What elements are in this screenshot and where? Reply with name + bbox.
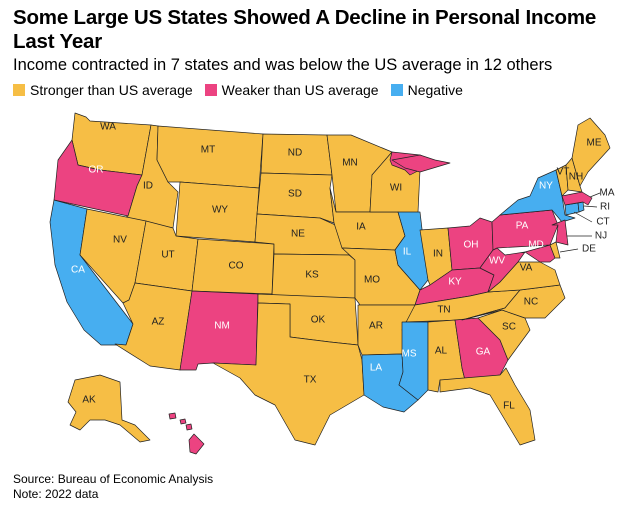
label-TN: TN xyxy=(437,305,450,316)
label-ME: ME xyxy=(587,138,602,149)
label-IN: IN xyxy=(433,249,443,260)
state-MT xyxy=(156,125,264,189)
label-CA: CA xyxy=(71,265,85,276)
label-NE: NE xyxy=(291,229,305,240)
label-WA: WA xyxy=(100,122,116,133)
label-MO: MO xyxy=(364,275,380,286)
legend-label-weaker: Weaker than US average xyxy=(221,82,379,98)
label-AZ: AZ xyxy=(152,317,165,328)
legend-swatch-negative xyxy=(390,84,403,96)
chart-title: Some Large US States Showed A Decline in… xyxy=(13,6,597,53)
legend-item-stronger: Stronger than US average xyxy=(13,82,193,98)
state-IL xyxy=(394,211,429,291)
label-TX: TX xyxy=(304,375,317,386)
label-MS: MS xyxy=(402,349,417,360)
label-WY: WY xyxy=(212,205,228,216)
label-MA: MA xyxy=(600,188,615,199)
label-ND: ND xyxy=(288,148,302,159)
label-WI: WI xyxy=(390,183,402,194)
label-NC: NC xyxy=(524,297,538,308)
label-IL: IL xyxy=(403,247,412,258)
label-AR: AR xyxy=(369,321,383,332)
data-note: Note: 2022 data xyxy=(13,487,99,501)
chart-subtitle: Income contracted in 7 states and was be… xyxy=(13,56,553,74)
state-AK xyxy=(67,374,151,443)
state-MA xyxy=(561,191,593,206)
label-MI: MI xyxy=(440,201,451,212)
label-IA: IA xyxy=(356,222,366,233)
state-HI xyxy=(168,412,205,455)
label-SD: SD xyxy=(288,189,302,200)
label-MD: MD xyxy=(528,240,544,251)
us-state-map: WA OR CA ID NV MT WY UT AZ CO NM ND SD N… xyxy=(49,112,615,455)
state-NJ xyxy=(551,219,569,246)
source-note: Source: Bureau of Economic Analysis xyxy=(13,472,214,486)
label-LA: LA xyxy=(370,363,383,374)
legend-item-weaker: Weaker than US average xyxy=(204,82,379,98)
legend-label-negative: Negative xyxy=(407,82,463,98)
label-leaders xyxy=(559,192,601,253)
label-NJ: NJ xyxy=(595,231,607,242)
label-FL: FL xyxy=(503,401,515,412)
label-WV: WV xyxy=(489,256,505,267)
label-NY: NY xyxy=(539,181,553,192)
label-MN: MN xyxy=(342,158,358,169)
state-TX xyxy=(212,302,365,446)
label-VT: VT xyxy=(557,167,570,178)
label-NM: NM xyxy=(214,321,230,332)
label-CO: CO xyxy=(229,261,244,272)
label-GA: GA xyxy=(476,347,491,358)
state-MI-upper xyxy=(391,154,451,173)
label-CT: CT xyxy=(596,217,609,228)
legend: Stronger than US average Weaker than US … xyxy=(13,81,475,99)
state-NH xyxy=(565,157,583,193)
legend-swatch-stronger xyxy=(13,84,25,96)
label-DE: DE xyxy=(582,244,596,255)
footer: Source: Bureau of Economic Analysis Note… xyxy=(13,472,213,502)
label-AL: AL xyxy=(435,346,448,357)
label-OR: OR xyxy=(89,165,104,176)
label-PA: PA xyxy=(516,221,529,232)
state-MS xyxy=(398,321,429,401)
state-MD xyxy=(524,244,556,263)
label-KS: KS xyxy=(305,270,319,281)
legend-swatch-weaker xyxy=(204,84,217,96)
state-ME xyxy=(571,117,611,187)
state-DE xyxy=(549,241,561,259)
label-OK: OK xyxy=(311,315,326,326)
label-RI: RI xyxy=(600,202,610,213)
label-UT: UT xyxy=(161,250,174,261)
label-VA: VA xyxy=(520,263,533,274)
label-OH: OH xyxy=(464,240,479,251)
legend-label-stronger: Stronger than US average xyxy=(30,82,193,98)
state-RI xyxy=(577,201,585,213)
label-NV: NV xyxy=(113,235,127,246)
label-AK: AK xyxy=(82,395,96,406)
state-FL xyxy=(439,367,536,446)
label-NH: NH xyxy=(569,172,583,183)
legend-item-negative: Negative xyxy=(390,82,463,98)
label-SC: SC xyxy=(502,322,516,333)
label-MT: MT xyxy=(201,145,215,156)
label-ID: ID xyxy=(143,181,153,192)
label-KY: KY xyxy=(448,277,462,288)
